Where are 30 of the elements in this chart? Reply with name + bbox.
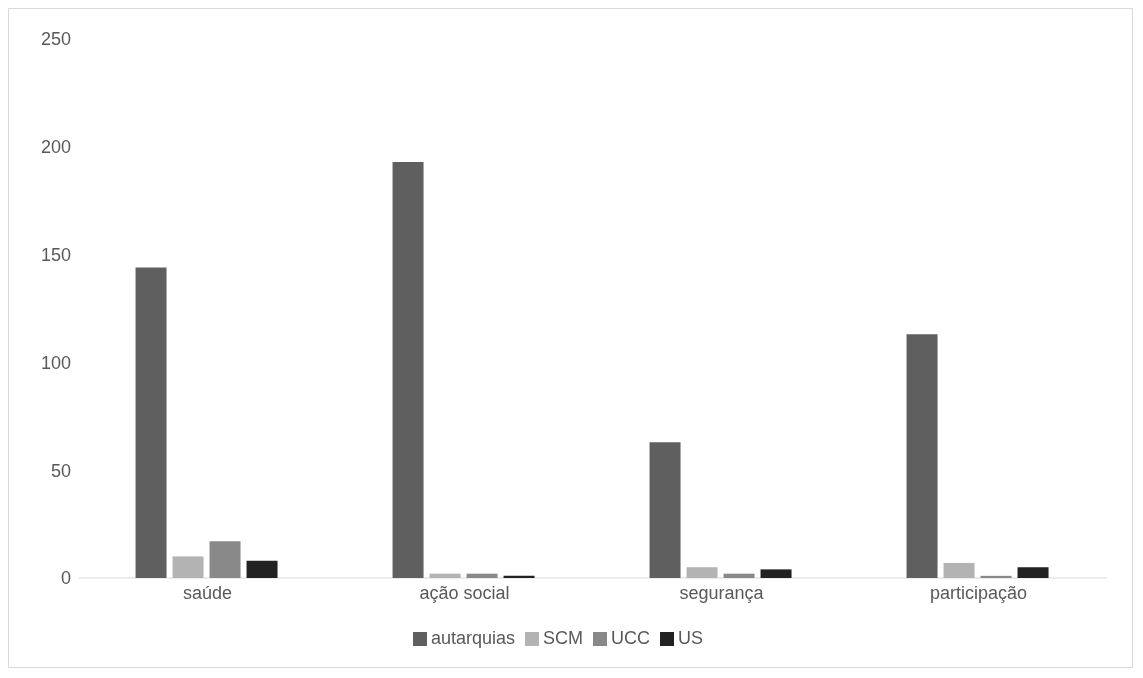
y-tick-label: 150: [40, 244, 71, 265]
y-tick-label: 50: [50, 460, 71, 481]
bar: [172, 556, 204, 578]
bar: [392, 161, 424, 578]
bar: [649, 442, 681, 578]
bar: [209, 541, 241, 578]
x-tick-label: saúde: [182, 582, 233, 603]
bar: [466, 573, 498, 578]
legend-label: UCC: [611, 628, 651, 648]
bar: [135, 267, 167, 578]
bar: [503, 575, 535, 578]
x-tick-label: participação: [929, 582, 1028, 603]
bar: [943, 562, 975, 578]
bar: [906, 334, 938, 578]
y-tick-label: 250: [40, 29, 71, 50]
x-tick-label: segurança: [679, 582, 765, 603]
bar: [760, 569, 792, 578]
bar: [246, 560, 278, 578]
bar: [723, 573, 755, 578]
bar: [686, 567, 718, 578]
y-tick-label: 200: [40, 137, 71, 158]
legend-label: SCM: [543, 628, 584, 648]
bar: [980, 575, 1012, 578]
legend-label: US: [678, 628, 704, 648]
bar: [1017, 567, 1049, 578]
y-tick-label: 0: [60, 568, 71, 589]
y-tick-label: 100: [40, 352, 71, 373]
legend-label: autarquias: [430, 628, 516, 648]
x-tick-label: ação social: [419, 582, 510, 603]
bar: [429, 573, 461, 578]
